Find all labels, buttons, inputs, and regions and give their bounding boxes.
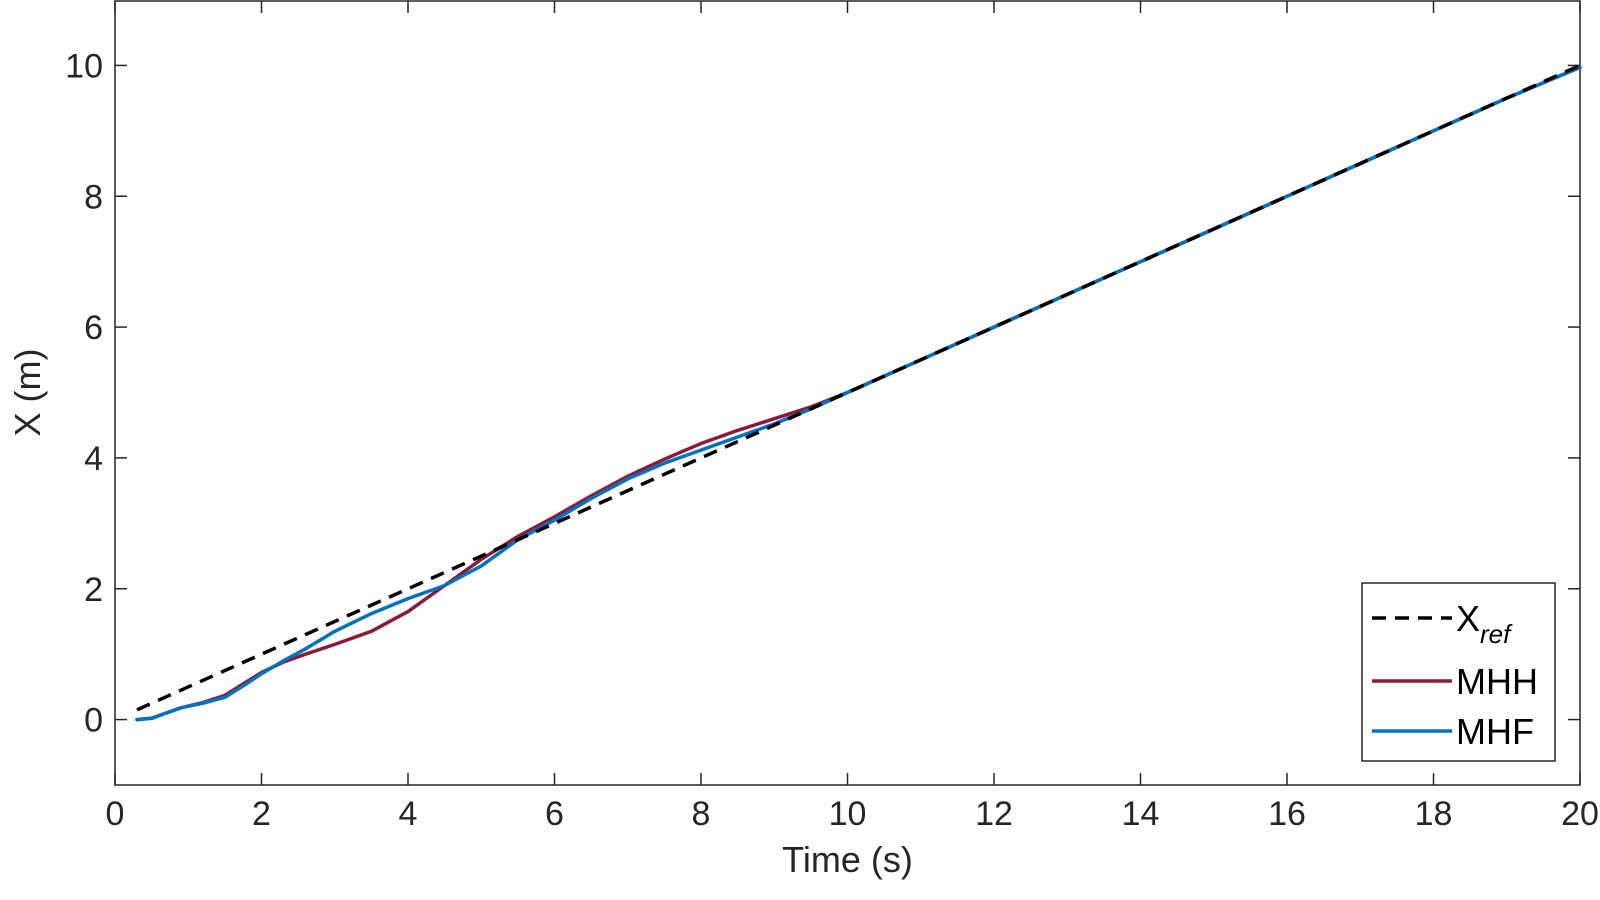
y-tick-label: 0 bbox=[84, 702, 103, 740]
x-tick-label: 14 bbox=[1122, 795, 1160, 833]
series-layer bbox=[135, 63, 1582, 722]
series-line-xref bbox=[136, 63, 1581, 712]
tick-labels: 0 2 4 6 8 10 12 14 16 18 20 0 2 4 6 8 10 bbox=[65, 47, 1599, 833]
y-tick-label: 4 bbox=[84, 440, 103, 478]
x-tick-label: 12 bbox=[975, 795, 1013, 833]
x-tick-label: 0 bbox=[106, 795, 125, 833]
x-tick-label: 4 bbox=[399, 795, 418, 833]
series-line-mhf bbox=[135, 65, 1582, 722]
legend-label: MHF bbox=[1456, 711, 1534, 752]
y-tick-label: 6 bbox=[84, 309, 103, 347]
axis-ticks bbox=[114, 1, 1581, 785]
x-tick-label: 20 bbox=[1561, 795, 1599, 833]
legend-label: MHH bbox=[1456, 661, 1538, 702]
y-tick-label: 10 bbox=[65, 47, 103, 85]
x-tick-label: 10 bbox=[829, 795, 867, 833]
x-tick-label: 6 bbox=[545, 795, 564, 833]
y-axis-title: X (m) bbox=[7, 349, 48, 437]
y-tick-label: 2 bbox=[84, 571, 103, 609]
x-tick-label: 18 bbox=[1415, 795, 1453, 833]
x-tick-label: 8 bbox=[692, 795, 711, 833]
y-tick-label: 8 bbox=[84, 178, 103, 216]
legend-label-subscript: ref bbox=[1480, 619, 1513, 649]
x-tick-label: 2 bbox=[252, 795, 271, 833]
x-axis-title: Time (s) bbox=[782, 839, 913, 880]
x-tick-label: 16 bbox=[1268, 795, 1306, 833]
